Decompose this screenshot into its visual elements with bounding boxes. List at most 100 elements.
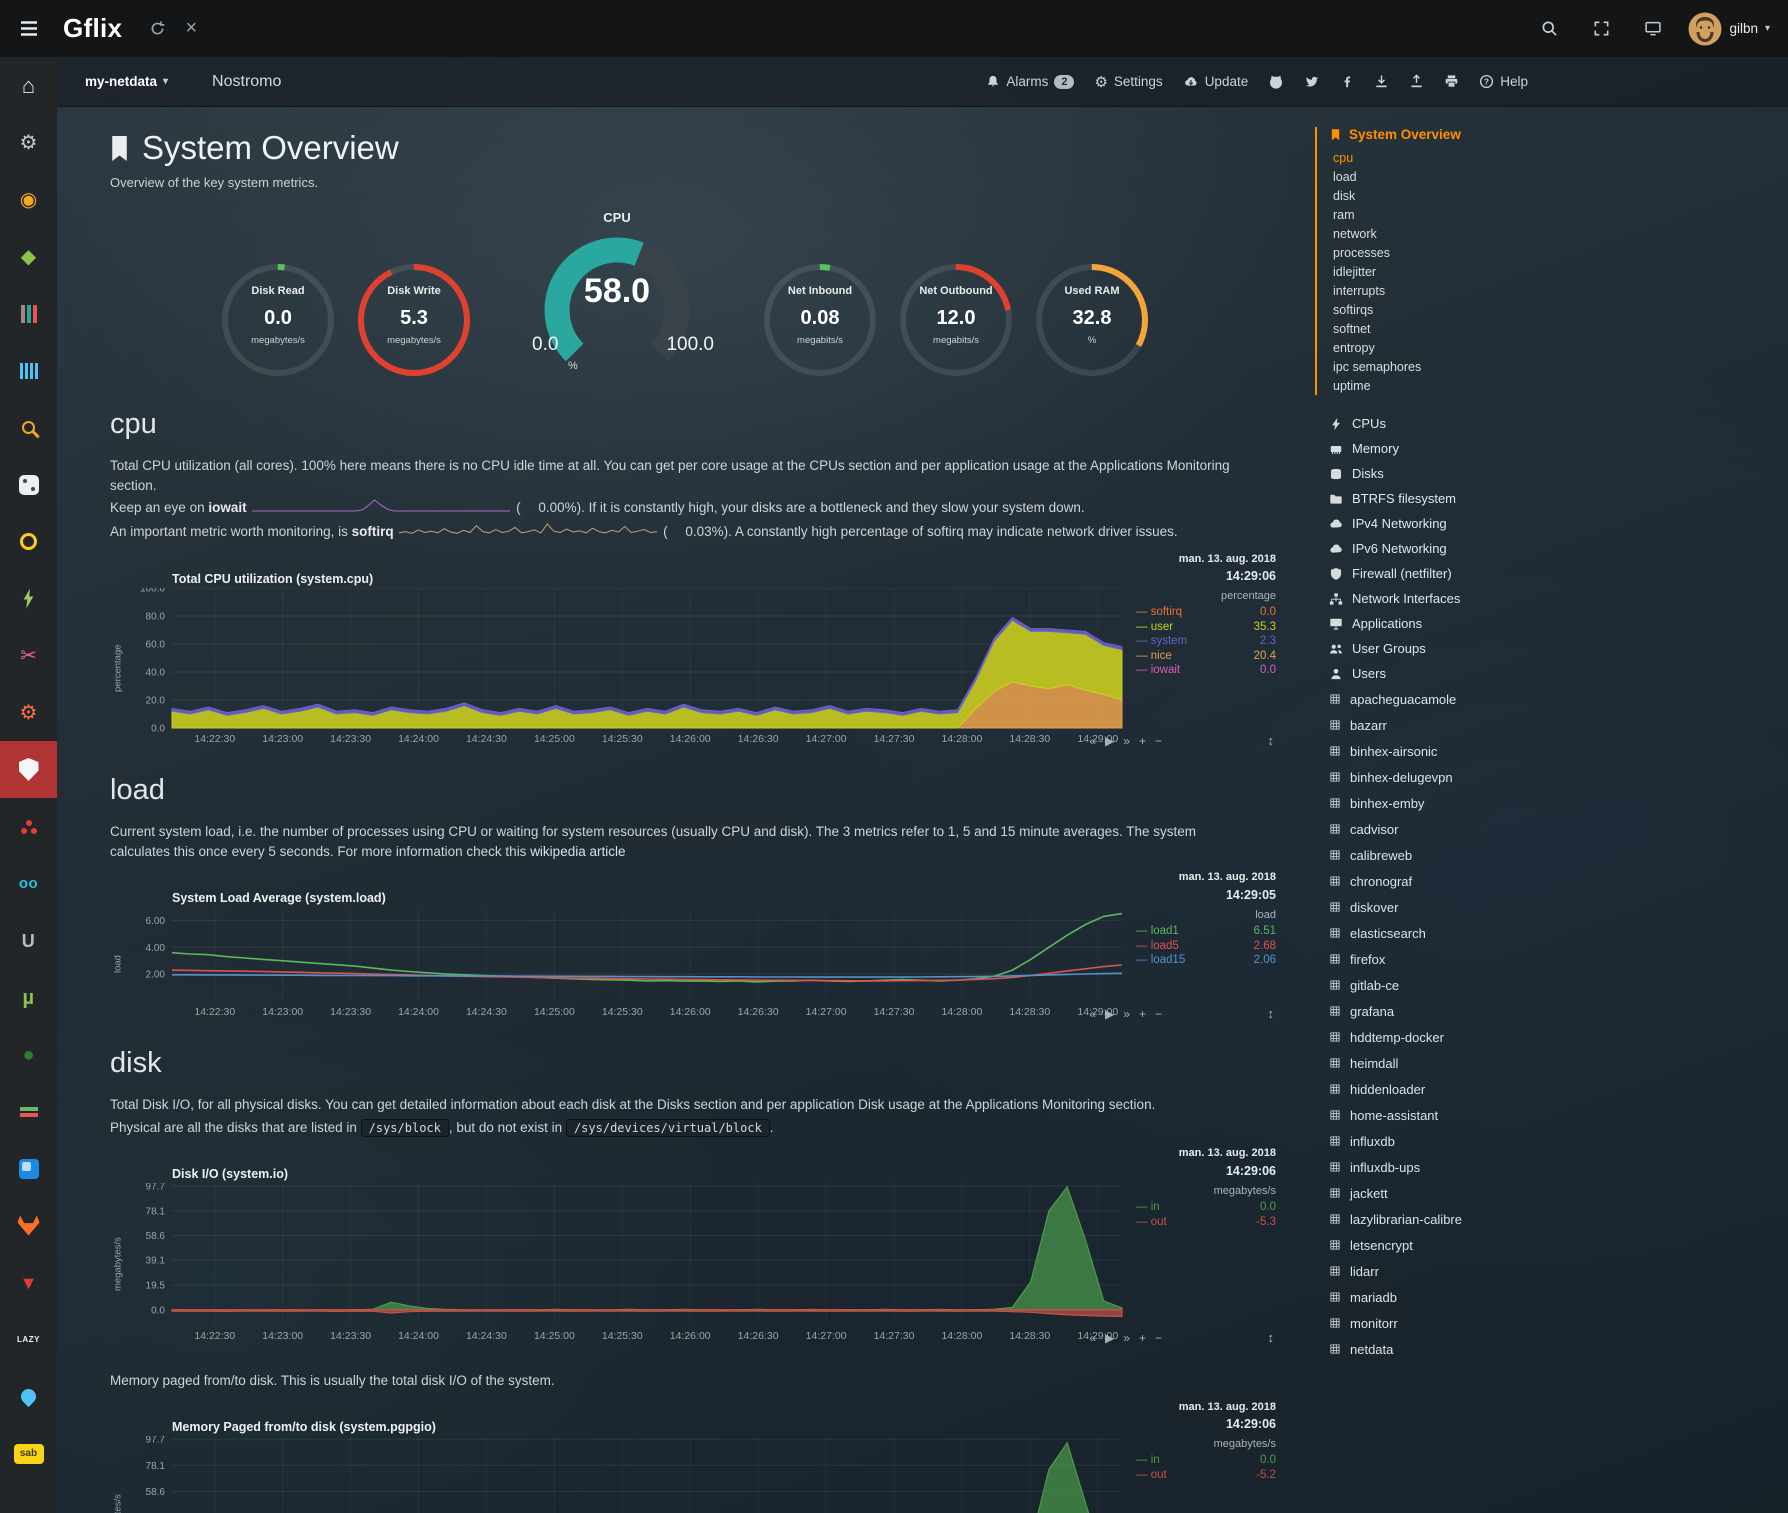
sidebar-app-shield[interactable] — [0, 741, 57, 798]
iowait-sparkline[interactable] — [252, 498, 510, 519]
nav-sub-ipc-semaphores[interactable]: ipc semaphores — [1329, 357, 1565, 376]
softirq-sparkline[interactable] — [399, 522, 657, 543]
legend-out[interactable]: — out-5.2 — [1136, 1468, 1276, 1483]
close-tab-button[interactable]: × — [174, 17, 208, 40]
chart-pan-right-button[interactable]: » — [1123, 1007, 1130, 1021]
legend-system[interactable]: — system2.3 — [1136, 634, 1276, 649]
legend-in[interactable]: — in0.0 — [1136, 1200, 1276, 1215]
sidebar-app-sabnzbd[interactable]: sab — [0, 1425, 57, 1482]
nav-sub-softirqs[interactable]: softirqs — [1329, 300, 1565, 319]
sidebar-app-unraid[interactable]: U — [0, 912, 57, 969]
sidebar-app-dice[interactable] — [0, 456, 57, 513]
nav-applications[interactable]: Applications — [1315, 611, 1565, 636]
gauge-disk-write[interactable]: Disk Write 5.3 megabytes/s — [352, 258, 476, 382]
chart-pan-right-button[interactable]: » — [1123, 1331, 1130, 1345]
nav-sub-interrupts[interactable]: interrupts — [1329, 281, 1565, 300]
chart-pan-right-button[interactable]: » — [1123, 734, 1130, 748]
chart-play-button[interactable]: ▶ — [1105, 1007, 1114, 1021]
nav-app-bazarr[interactable]: bazarr — [1315, 712, 1565, 738]
fullscreen-button[interactable] — [1584, 12, 1618, 46]
hamburger-menu-button[interactable] — [0, 0, 57, 57]
nav-sub-ram[interactable]: ram — [1329, 205, 1565, 224]
sidebar-app-green-diamond[interactable]: ◆ — [0, 228, 57, 285]
nav-app-monitorr[interactable]: monitorr — [1315, 1310, 1565, 1336]
print-button[interactable] — [1444, 74, 1459, 89]
nav-app-gitlab-ce[interactable]: gitlab-ce — [1315, 972, 1565, 998]
chart-pan-left-button[interactable]: « — [1089, 734, 1096, 748]
nav-app-jackett[interactable]: jackett — [1315, 1180, 1565, 1206]
nav-sub-processes[interactable]: processes — [1329, 243, 1565, 262]
chart-play-button[interactable]: ▶ — [1105, 734, 1114, 748]
sidebar-app-orange-ring[interactable]: ◉ — [0, 171, 57, 228]
gauge-net-inbound[interactable]: Net Inbound 0.08 megabits/s — [758, 258, 882, 382]
legend-load15[interactable]: — load152.06 — [1136, 953, 1276, 968]
chart-play-button[interactable]: ▶ — [1105, 1331, 1114, 1345]
nav-sub-uptime[interactable]: uptime — [1329, 376, 1565, 395]
nav-sub-entropy[interactable]: entropy — [1329, 338, 1565, 357]
nav-memory[interactable]: Memory — [1315, 436, 1565, 461]
legend-user[interactable]: — user35.3 — [1136, 620, 1276, 635]
chart-resize-handle[interactable]: ↕ — [1268, 1006, 1275, 1021]
nav-app-influxdb-ups[interactable]: influxdb-ups — [1315, 1154, 1565, 1180]
legend-softirq[interactable]: — softirq0.0 — [1136, 605, 1276, 620]
nav-app-lazylibrarian-calibre[interactable]: lazylibrarian-calibre — [1315, 1206, 1565, 1232]
nav-app-apacheguacamole[interactable]: apacheguacamole — [1315, 686, 1565, 712]
user-menu[interactable]: gilbn ▾ — [1688, 12, 1770, 46]
nav-users[interactable]: Users — [1315, 661, 1565, 686]
sidebar-app-bolt[interactable] — [0, 570, 57, 627]
legend-load5[interactable]: — load52.68 — [1136, 939, 1276, 954]
chart-zoom-out-button[interactable]: − — [1155, 1331, 1162, 1345]
help-button[interactable]: ? Help — [1479, 74, 1528, 89]
nav-app-chronograf[interactable]: chronograf — [1315, 868, 1565, 894]
legend-iowait[interactable]: — iowait0.0 — [1136, 663, 1276, 678]
nav-sub-softnet[interactable]: softnet — [1329, 319, 1565, 338]
nav-app-influxdb[interactable]: influxdb — [1315, 1128, 1565, 1154]
nav-app-binhex-delugevpn[interactable]: binhex-delugevpn — [1315, 764, 1565, 790]
nav-app-firefox[interactable]: firefox — [1315, 946, 1565, 972]
display-button[interactable] — [1636, 12, 1670, 46]
sidebar-app-owncloud[interactable]: oo — [0, 855, 57, 912]
chart-plot[interactable]: 0.019.539.158.678.197.714:22:3014:23:001… — [126, 1183, 1126, 1345]
nav-app-grafana[interactable]: grafana — [1315, 998, 1565, 1024]
chart-zoom-in-button[interactable]: + — [1139, 1007, 1146, 1021]
nav-app-home-assistant[interactable]: home-assistant — [1315, 1102, 1565, 1128]
nav-sub-disk[interactable]: disk — [1329, 186, 1565, 205]
nav-app-binhex-emby[interactable]: binhex-emby — [1315, 790, 1565, 816]
nav-app-heimdall[interactable]: heimdall — [1315, 1050, 1565, 1076]
sidebar-app-lazylibrarian[interactable]: LAZY — [0, 1311, 57, 1368]
legend-in[interactable]: — in0.0 — [1136, 1453, 1276, 1468]
chart-resize-handle[interactable]: ↕ — [1268, 1330, 1275, 1345]
chart-pan-left-button[interactable]: « — [1089, 1331, 1096, 1345]
facebook-button[interactable] — [1340, 74, 1354, 89]
sidebar-app-scissors[interactable]: ✂ — [0, 627, 57, 684]
sidebar-app-search[interactable] — [0, 399, 57, 456]
refresh-button[interactable] — [140, 12, 174, 46]
nav-btrfs-filesystem[interactable]: BTRFS filesystem — [1315, 486, 1565, 511]
sidebar-settings[interactable]: ⚙ — [0, 114, 57, 171]
sidebar-app-library[interactable] — [0, 285, 57, 342]
nav-sub-cpu[interactable]: cpu — [1329, 148, 1565, 167]
chart-zoom-out-button[interactable]: − — [1155, 1007, 1162, 1021]
nav-app-hddtemp-docker[interactable]: hddtemp-docker — [1315, 1024, 1565, 1050]
nav-app-hiddenloader[interactable]: hiddenloader — [1315, 1076, 1565, 1102]
nav-app-cadvisor[interactable]: cadvisor — [1315, 816, 1565, 842]
nav-ipv6-networking[interactable]: IPv6 Networking — [1315, 536, 1565, 561]
wikipedia-link[interactable]: wikipedia article — [530, 844, 625, 859]
update-button[interactable]: Update — [1183, 74, 1249, 89]
nav-system-overview[interactable]: System Overview — [1329, 127, 1565, 142]
legend-nice[interactable]: — nice20.4 — [1136, 649, 1276, 664]
legend-load1[interactable]: — load16.51 — [1136, 924, 1276, 939]
nav-firewall-netfilter-[interactable]: Firewall (netfilter) — [1315, 561, 1565, 586]
legend-out[interactable]: — out-5.3 — [1136, 1215, 1276, 1230]
gauge-used-ram[interactable]: Used RAM 32.8 % — [1030, 258, 1154, 382]
sidebar-home[interactable]: ⌂ — [0, 57, 57, 114]
nav-app-letsencrypt[interactable]: letsencrypt — [1315, 1232, 1565, 1258]
sidebar-app-disc-green[interactable]: ● — [0, 1026, 57, 1083]
search-button[interactable] — [1532, 12, 1566, 46]
nav-app-lidarr[interactable]: lidarr — [1315, 1258, 1565, 1284]
nav-app-elasticsearch[interactable]: elasticsearch — [1315, 920, 1565, 946]
nav-app-mariadb[interactable]: mariadb — [1315, 1284, 1565, 1310]
nav-sub-network[interactable]: network — [1329, 224, 1565, 243]
nav-network-interfaces[interactable]: Network Interfaces — [1315, 586, 1565, 611]
nav-app-calibreweb[interactable]: calibreweb — [1315, 842, 1565, 868]
